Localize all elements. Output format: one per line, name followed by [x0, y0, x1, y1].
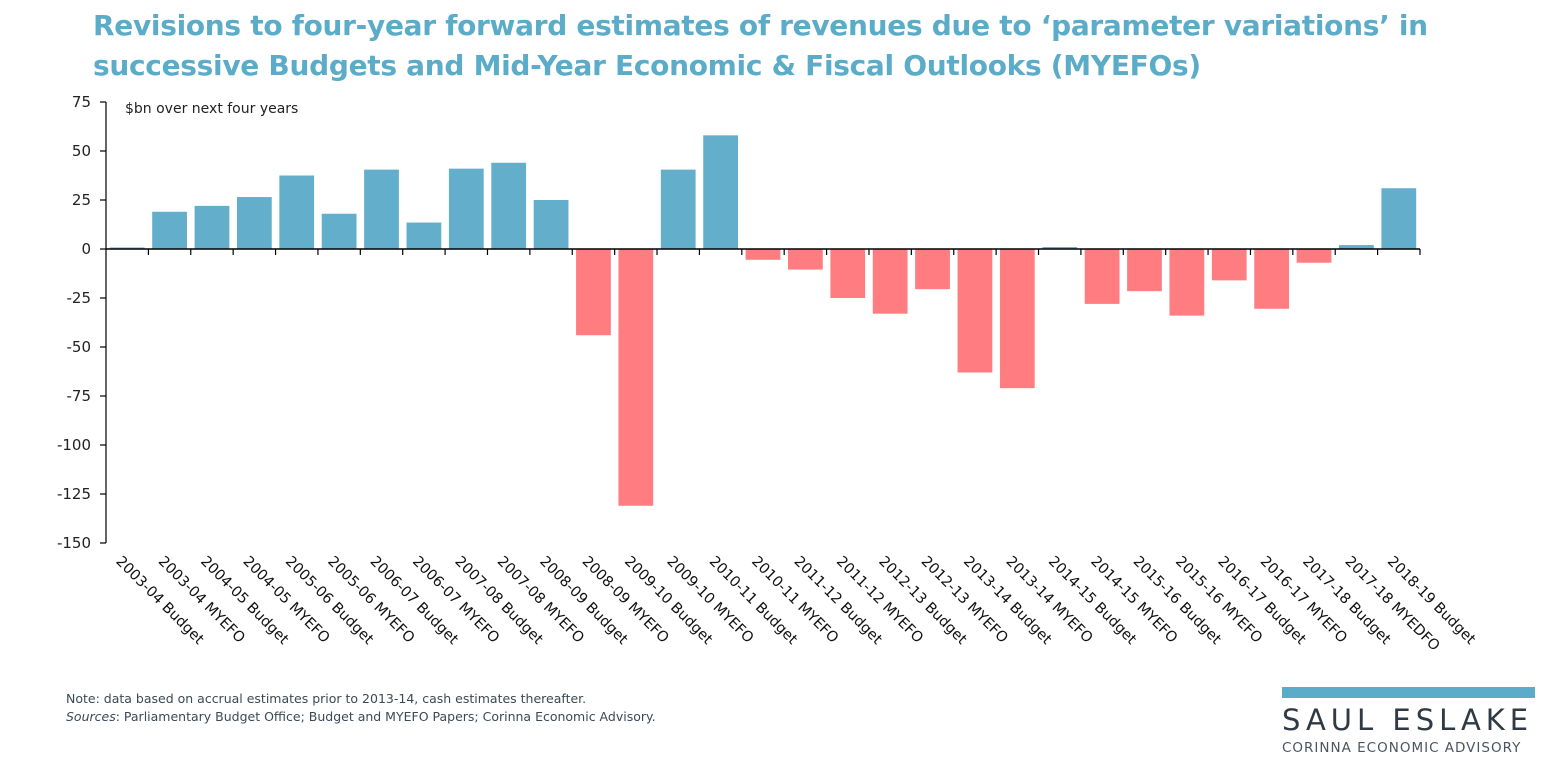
x-axis: [106, 248, 1421, 255]
bar-2005-06-budget: [279, 175, 315, 249]
y-tick-label: -25: [67, 289, 92, 307]
bar-2011-12-budget: [788, 249, 823, 270]
note-text: : data based on accrual estimates prior …: [95, 691, 587, 706]
sources-line: Sources: Parliamentary Budget Office; Bu…: [66, 708, 656, 726]
y-axis-unit-label: $bn over next four years: [125, 101, 298, 117]
chart-title: Revisions to four-year forward estimates…: [93, 6, 1533, 86]
brand-logo: SAUL ESLAKE CORINNA ECONOMIC ADVISORY: [1282, 687, 1535, 756]
y-tick-label: 25: [72, 191, 91, 209]
y-tick-label: 0: [81, 240, 91, 258]
y-tick-label: -100: [57, 436, 91, 454]
chart-title-line-1: Revisions to four-year forward estimates…: [93, 9, 1428, 42]
bar-chart: 75 50 25 0 -25 -50 -75 -100 -125 -150 2003-04 Bud…: [57, 93, 1479, 655]
bar-2006-07-myefo: [406, 222, 442, 249]
sources-label: Sources: [66, 709, 116, 724]
y-tick-label: -50: [67, 338, 92, 356]
y-tick-label: 50: [72, 142, 91, 160]
bar-2007-08-myefo: [491, 162, 527, 249]
y-axis: 75 50 25 0 -25 -50 -75 -100 -125 -150: [57, 93, 107, 552]
bar-2007-08-budget: [448, 168, 484, 249]
y-tick-label: 75: [72, 93, 91, 111]
bar-2014-15-myefo: [1084, 249, 1120, 304]
y-tick-label: -125: [57, 485, 91, 503]
y-tick-label: -75: [67, 387, 92, 405]
bar-2009-10-budget: [618, 249, 654, 506]
note-label: Note: [66, 691, 96, 706]
bars: [109, 135, 1417, 506]
sources-text: : Parliamentary Budget Office; Budget an…: [115, 709, 656, 724]
bar-2005-06-myefo: [321, 213, 357, 249]
chart-title-line-2: successive Budgets and Mid-Year Economic…: [93, 49, 1201, 82]
bar-2013-14-myefo: [999, 249, 1035, 389]
bar-2010-11-myefo: [745, 249, 781, 260]
bar-2009-10-myefo: [660, 169, 696, 249]
bar-2006-07-budget: [364, 169, 399, 249]
bar-2004-05-myefo: [236, 197, 272, 249]
bar-2013-14-budget: [957, 249, 993, 373]
footnote: Note: data based on accrual estimates pr…: [66, 690, 656, 726]
bar-2014-15-budget: [1042, 247, 1078, 249]
bar-2004-05-budget: [194, 205, 230, 249]
bar-2017-18-budget: [1296, 249, 1332, 263]
bar-2003-04-budget: [109, 247, 145, 249]
bar-2008-09-myefo: [576, 249, 611, 336]
logo-bar: [1282, 687, 1535, 698]
bar-2010-11-budget: [703, 135, 738, 249]
logo-name: SAUL ESLAKE: [1282, 703, 1534, 737]
logo-subtitle: CORINNA ECONOMIC ADVISORY: [1282, 740, 1522, 756]
bar-2012-13-budget: [872, 249, 908, 314]
bar-2008-09-budget: [533, 200, 569, 249]
y-tick-label: -150: [57, 534, 91, 552]
bar-2017-18-myedfo: [1339, 245, 1374, 249]
bar-2015-16-myefo: [1169, 249, 1205, 316]
bar-2012-13-myefo: [915, 249, 950, 290]
bar-2015-16-budget: [1127, 249, 1162, 292]
bar-2016-17-budget: [1211, 249, 1247, 281]
bar-2011-12-myefo: [830, 249, 866, 298]
bar-2016-17-myefo: [1254, 249, 1290, 309]
bar-2018-19-budget: [1381, 188, 1417, 249]
note-line: Note: data based on accrual estimates pr…: [66, 690, 656, 708]
bar-2003-04-myefo: [152, 211, 187, 249]
